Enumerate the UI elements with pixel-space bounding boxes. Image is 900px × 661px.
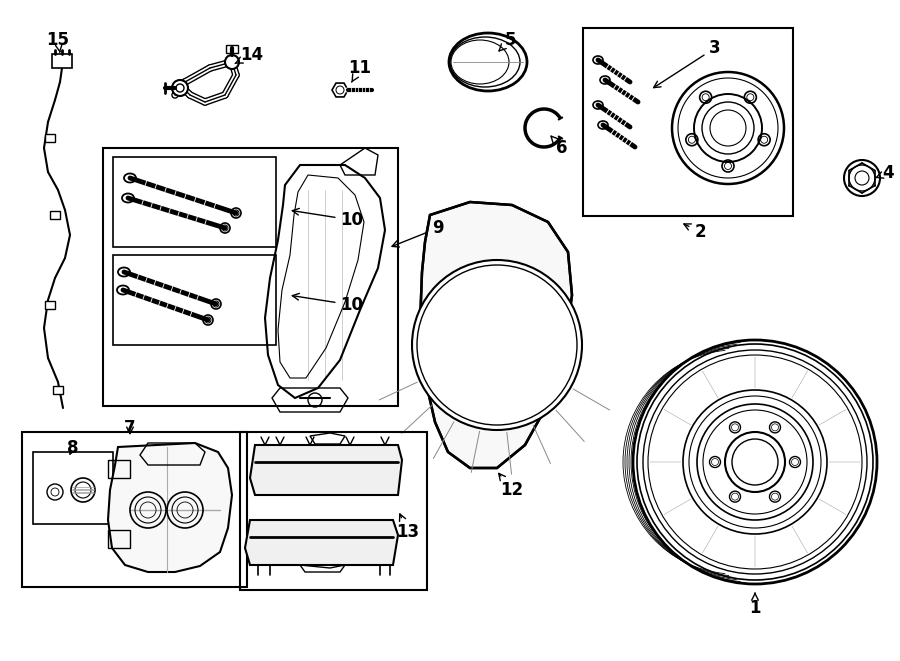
Text: 1: 1	[749, 593, 760, 617]
Bar	[45, 301, 55, 309]
Circle shape	[172, 80, 188, 96]
Text: 13: 13	[396, 514, 419, 541]
Circle shape	[412, 260, 582, 430]
Text: 2: 2	[684, 223, 706, 241]
Bar	[52, 54, 72, 68]
Text: 10: 10	[292, 208, 364, 229]
Bar	[33, 452, 113, 524]
Text: 14: 14	[235, 46, 264, 64]
Bar	[22, 432, 247, 587]
Bar	[45, 134, 55, 142]
Text: 4: 4	[877, 164, 894, 182]
Polygon shape	[245, 520, 398, 565]
Polygon shape	[250, 445, 402, 495]
Text: 12: 12	[499, 473, 524, 499]
Text: 5: 5	[499, 31, 516, 51]
Polygon shape	[108, 443, 232, 572]
Text: 3: 3	[653, 39, 721, 88]
Bar	[113, 157, 276, 247]
Text: 11: 11	[348, 59, 372, 82]
Bar	[226, 45, 238, 53]
Bar	[113, 255, 276, 345]
Text: 8: 8	[68, 439, 79, 457]
Text: 9: 9	[392, 219, 444, 247]
Text: 15: 15	[47, 31, 69, 52]
Polygon shape	[420, 202, 572, 468]
Bar	[240, 432, 427, 590]
Circle shape	[225, 55, 239, 69]
Bar	[103, 148, 398, 406]
Bar	[583, 28, 793, 216]
Text: 7: 7	[124, 419, 136, 437]
Bar	[50, 211, 60, 219]
Text: 6: 6	[551, 136, 568, 157]
Text: 10: 10	[292, 293, 364, 314]
Bar	[53, 386, 63, 394]
